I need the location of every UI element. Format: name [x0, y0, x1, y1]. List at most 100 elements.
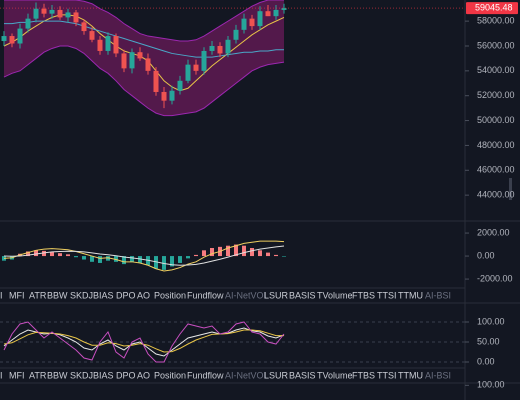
- scroll-handle[interactable]: [509, 178, 512, 200]
- macd-bar: [266, 252, 270, 257]
- indicator-tab[interactable]: TTSI: [377, 290, 397, 300]
- indicator-tab[interactable]: BASIS: [289, 370, 316, 380]
- y-tick-label: 44000.00: [477, 190, 515, 200]
- candle-body: [121, 53, 127, 69]
- macd-bar: [282, 256, 286, 257]
- candle-body: [81, 22, 87, 32]
- indicator-tab[interactable]: TTMU: [398, 290, 423, 300]
- y-tick-label: 50000.00: [477, 115, 515, 125]
- macd-bar: [162, 256, 166, 270]
- indicator-tab[interactable]: LSUR: [264, 290, 289, 300]
- indicator-tab[interactable]: AI-NetVOL: [225, 290, 269, 300]
- candle-body: [201, 50, 207, 71]
- indicator-tab[interactable]: SKDJ: [70, 370, 93, 380]
- candle-body: [153, 70, 159, 92]
- candle-body: [17, 28, 23, 44]
- y-tick-label: -2000.00: [477, 273, 513, 283]
- indicator-tab[interactable]: MFI: [9, 290, 25, 300]
- indicator-tab[interactable]: BIAS: [93, 370, 114, 380]
- macd-bar: [2, 256, 6, 261]
- bollinger-fill: [4, 0, 284, 116]
- macd-bar: [170, 256, 174, 267]
- indicator-tab[interactable]: TTSI: [377, 370, 397, 380]
- macd-bar: [42, 250, 46, 257]
- macd-bar: [50, 252, 54, 257]
- last-price-tag: [466, 2, 518, 15]
- macd-bar: [138, 256, 142, 263]
- indicator-tab[interactable]: Fundflow: [187, 290, 224, 300]
- macd-bar: [130, 256, 134, 262]
- indicator-tab[interactable]: ATR: [29, 290, 47, 300]
- candle-body: [9, 36, 15, 44]
- indicator-tab[interactable]: TVolume: [317, 290, 353, 300]
- candle-body: [49, 9, 55, 14]
- indicator-line: [3, 245, 285, 266]
- indicator-tab[interactable]: Position: [154, 370, 186, 380]
- panel: [2, 240, 286, 272]
- macd-bar: [178, 256, 182, 263]
- macd-bar: [106, 256, 110, 261]
- candle-body: [65, 12, 71, 18]
- indicator-tab[interactable]: FTBS: [352, 290, 375, 300]
- macd-bar: [82, 256, 86, 260]
- indicator-tab[interactable]: BBW: [47, 370, 68, 380]
- candle-body: [97, 39, 103, 51]
- indicator-line: [3, 240, 285, 272]
- candle-body: [257, 11, 263, 27]
- last-price-label: 59045.48: [475, 3, 513, 13]
- candle-body: [33, 8, 39, 19]
- macd-bar: [202, 250, 206, 257]
- y-tick-label: 54000.00: [477, 65, 515, 75]
- macd-bar: [114, 256, 118, 262]
- y-tick-label: 48000.00: [477, 140, 515, 150]
- indicator-tab[interactable]: MFI: [9, 370, 25, 380]
- macd-bar: [122, 256, 126, 265]
- macd-bar: [58, 253, 62, 257]
- candle-body: [137, 52, 143, 59]
- y-tick-label: 58000.00: [477, 16, 515, 26]
- macd-bar: [234, 244, 238, 257]
- candle-body: [209, 45, 215, 51]
- bollinger-lower: [3, 45, 285, 117]
- indicator-tab[interactable]: I: [0, 370, 3, 380]
- candle-body: [281, 8, 287, 10]
- indicator-tab[interactable]: BBW: [47, 290, 68, 300]
- candle-body: [57, 9, 63, 18]
- indicator-tab[interactable]: FTBS: [352, 370, 375, 380]
- candle-body: [25, 18, 31, 29]
- indicator-tab[interactable]: AO: [137, 290, 150, 300]
- indicator-tab[interactable]: ATR: [29, 370, 47, 380]
- macd-bar: [90, 256, 94, 262]
- indicator-tab[interactable]: AI-BSI: [425, 370, 451, 380]
- candle-body: [129, 52, 135, 69]
- candle-body: [161, 91, 167, 101]
- indicator-tab[interactable]: SKDJ: [70, 290, 93, 300]
- candle-body: [225, 39, 231, 54]
- candle-body: [145, 58, 151, 71]
- y-tick-label: 52000.00: [477, 90, 515, 100]
- indicator-tab[interactable]: BASIS: [289, 290, 316, 300]
- indicator-tab[interactable]: DPO: [116, 370, 136, 380]
- indicator-tab[interactable]: TTMU: [398, 370, 423, 380]
- macd-bar: [226, 245, 230, 257]
- candle-body: [265, 11, 271, 17]
- indicator-tab[interactable]: AI-BSI: [425, 290, 451, 300]
- indicator-tab[interactable]: AO: [137, 370, 150, 380]
- indicator-tab[interactable]: Position: [154, 290, 186, 300]
- candle-body: [241, 18, 247, 30]
- candle-body: [113, 36, 119, 54]
- y-tick-label: 50.00: [477, 336, 500, 346]
- indicator-tab[interactable]: TVolume: [317, 370, 353, 380]
- y-tick-label: 56000.00: [477, 40, 515, 50]
- candle-body: [89, 31, 95, 40]
- indicator-tab[interactable]: AI-NetVOL: [225, 370, 269, 380]
- indicator-tab[interactable]: LSUR: [264, 370, 289, 380]
- macd-bar: [98, 256, 102, 263]
- indicator-tab[interactable]: Fundflow: [187, 370, 224, 380]
- indicator-tab[interactable]: BIAS: [93, 290, 114, 300]
- indicator-tab[interactable]: DPO: [116, 290, 136, 300]
- indicator-tab[interactable]: I: [0, 290, 3, 300]
- macd-bar: [66, 254, 70, 257]
- candle-body: [41, 8, 47, 14]
